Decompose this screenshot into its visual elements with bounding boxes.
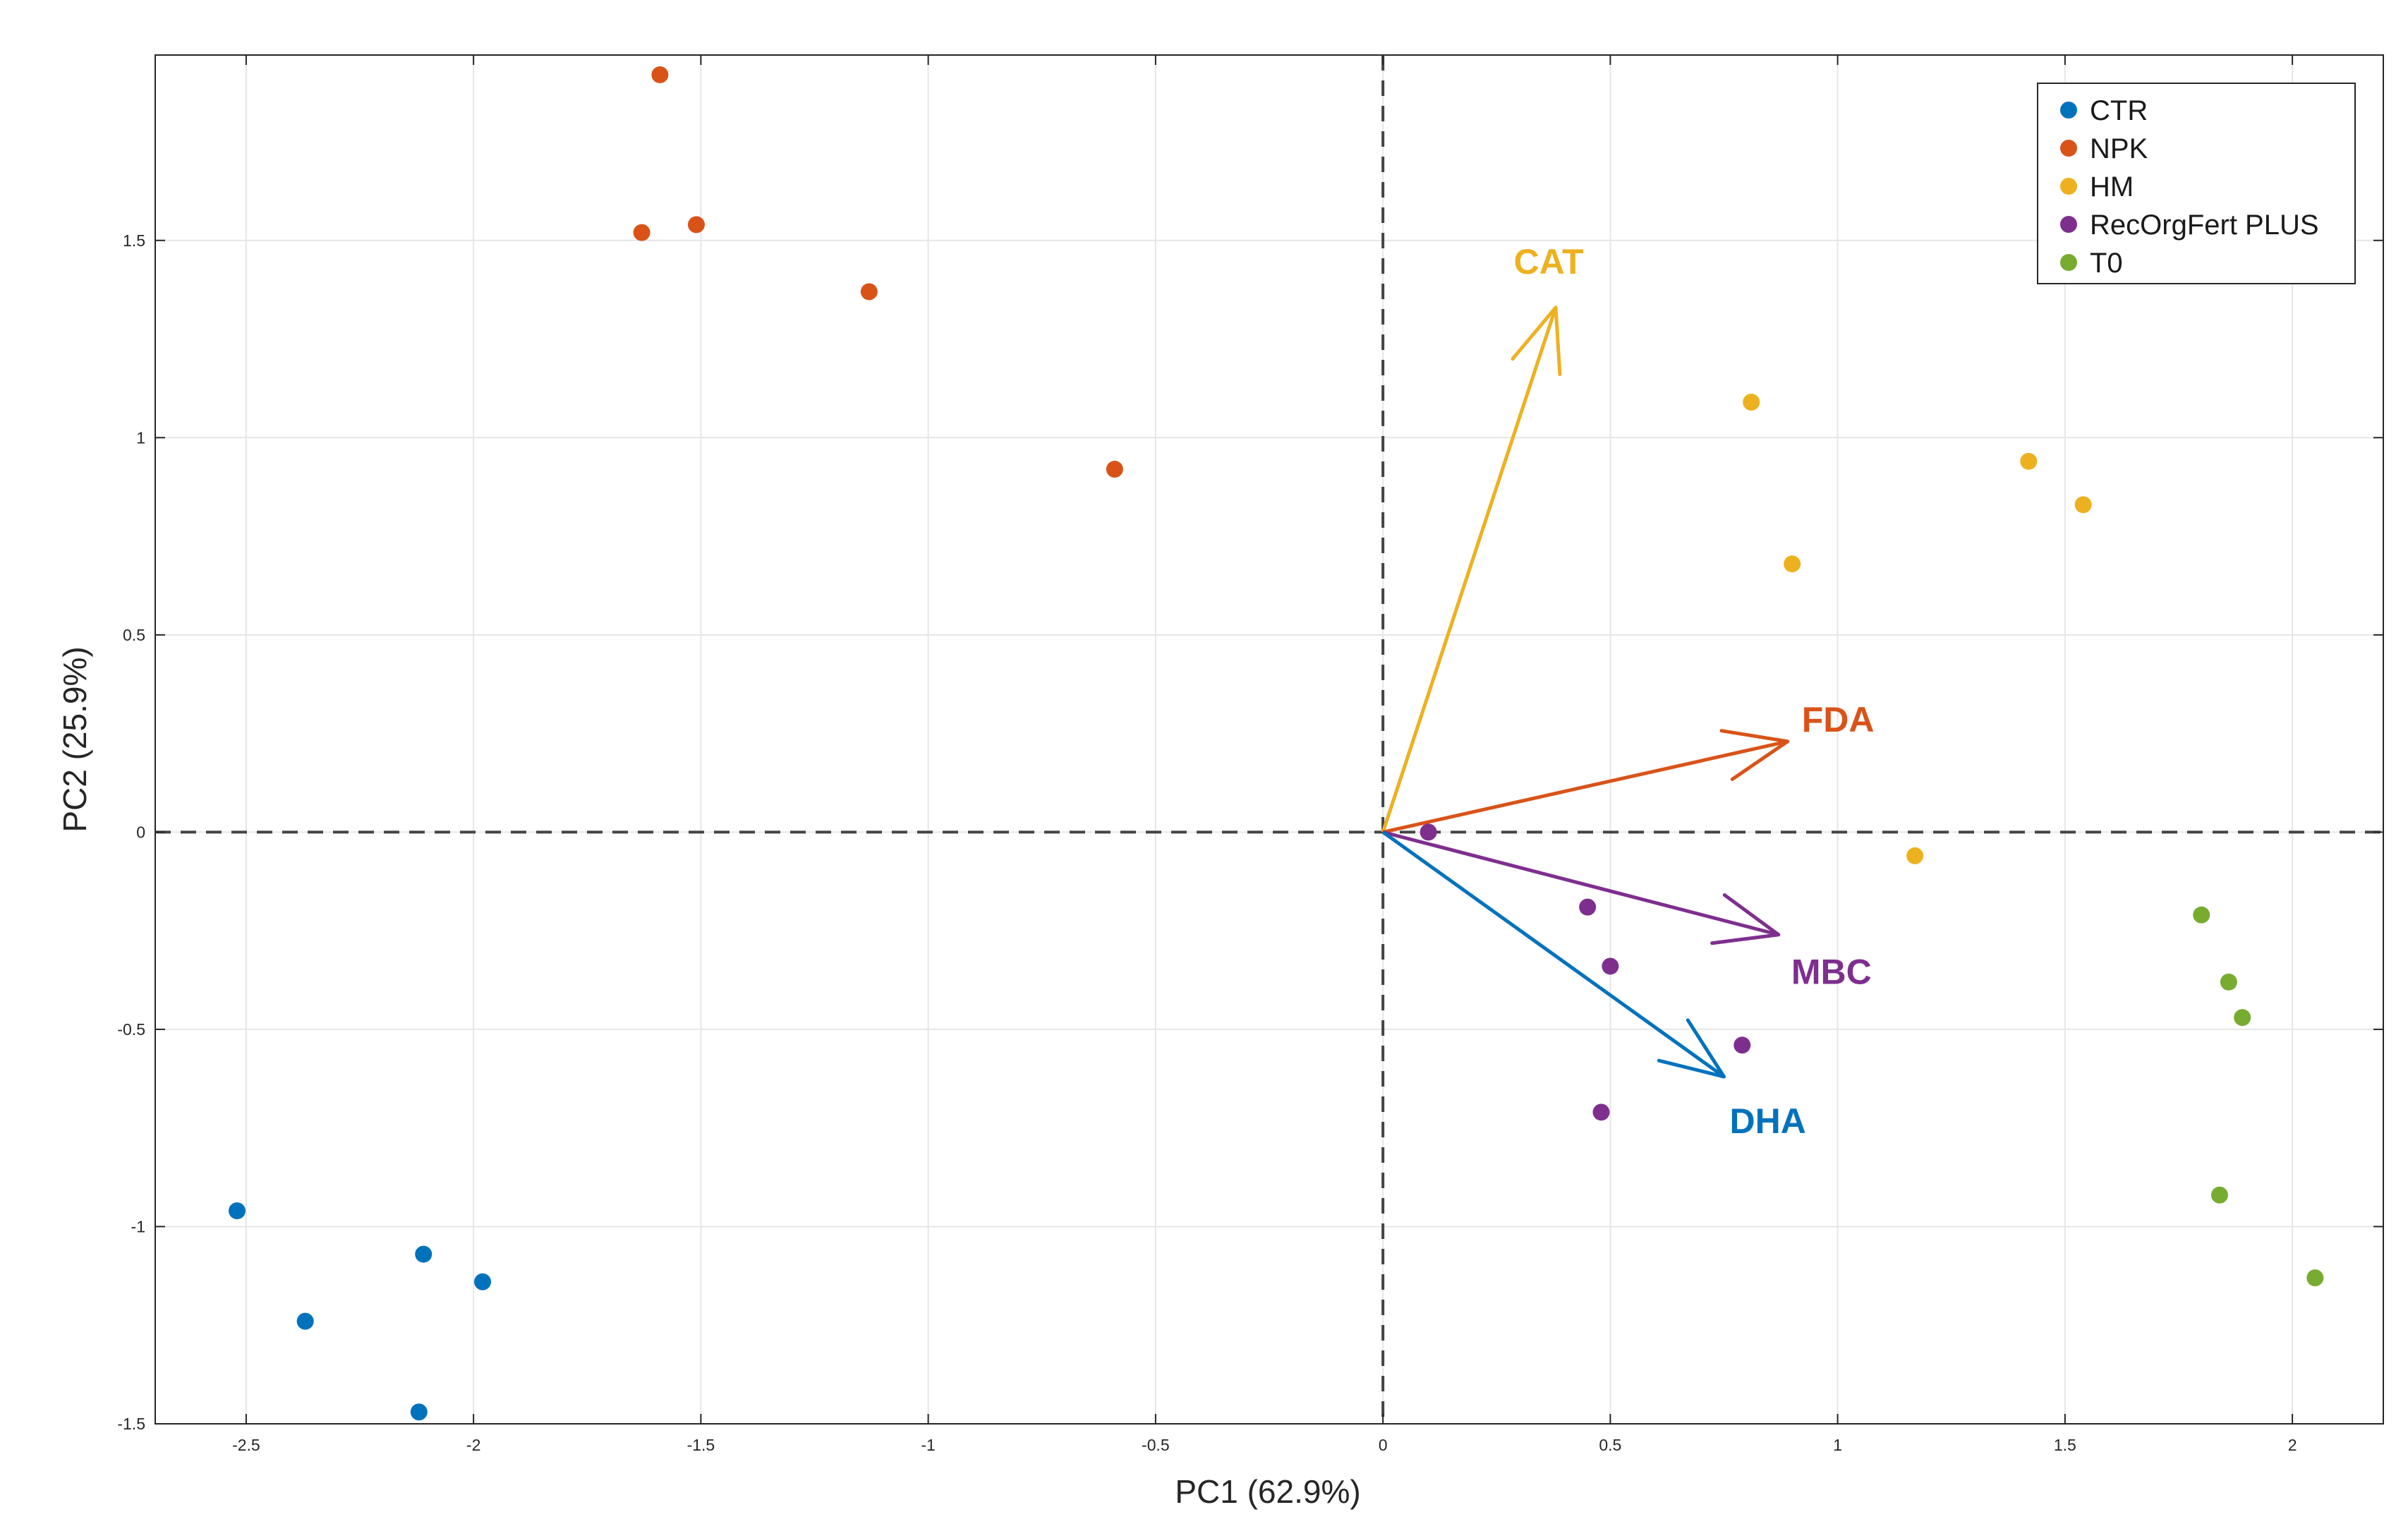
x-tick-label: 1 — [1833, 1436, 1842, 1454]
data-point-ctr — [415, 1245, 432, 1263]
loading-vector-dha: DHA — [1381, 830, 1806, 1141]
loading-vector-mbc: MBC — [1382, 830, 1872, 992]
data-point-hm — [1784, 555, 1801, 573]
loading-vectors: CAT FDA MBC DHA — [1381, 242, 1875, 1141]
x-tick-label: -2 — [466, 1436, 480, 1454]
legend-item-hm: HM — [2060, 171, 2134, 202]
data-point-t0 — [2306, 1269, 2324, 1287]
legend-label-npk: NPK — [2090, 133, 2148, 164]
legend-label-hm: HM — [2090, 171, 2134, 202]
y-tick-label: 1.5 — [123, 231, 145, 250]
data-point-hm — [2074, 496, 2092, 514]
legend-marker-hm — [2060, 178, 2077, 195]
data-point-ctr — [410, 1403, 428, 1421]
score-points — [229, 66, 2324, 1421]
data-point-npk — [1106, 461, 1123, 478]
y-tick-label: -0.5 — [117, 1020, 145, 1039]
x-tick-label: -1 — [921, 1436, 935, 1454]
data-point-recorgfert-plus — [1579, 898, 1597, 916]
series-npk — [633, 66, 1123, 478]
legend-item-npk: NPK — [2060, 133, 2148, 164]
data-point-npk — [860, 283, 878, 301]
loading-vector-fda: FDA — [1382, 700, 1875, 834]
data-point-t0 — [2210, 1186, 2228, 1204]
legend-marker-t0 — [2060, 254, 2077, 271]
x-tick-label: 0 — [1379, 1436, 1388, 1454]
legend-label-t0: T0 — [2090, 248, 2123, 279]
y-tick-label: 0.5 — [123, 626, 145, 644]
series-t0 — [2193, 906, 2324, 1287]
plot-frame — [155, 54, 2384, 1425]
loading-line-fda — [1382, 739, 1789, 834]
data-point-hm — [1743, 393, 1760, 411]
y-tick-label: 1 — [136, 428, 145, 447]
loading-line-dha — [1381, 830, 1725, 1079]
x-tick-label: -1.5 — [687, 1436, 715, 1454]
data-point-recorgfert-plus — [1420, 823, 1437, 841]
loading-arrowhead-dha — [1657, 1018, 1726, 1079]
data-point-t0 — [2234, 1009, 2251, 1027]
data-point-recorgfert-plus — [1592, 1103, 1610, 1121]
y-tick-label: 0 — [136, 823, 145, 841]
legend-box — [2037, 83, 2356, 284]
legend-item-recorgfert-plus: RecOrgFert PLUS — [2060, 210, 2319, 241]
axis-ticks: -2.5 -2 -1.5 -1 -0.5 0 0.5 1 1.5 2 -1.5 -1 -0.5 0 0.5 1… — [117, 55, 2383, 1454]
data-point-recorgfert-plus — [1602, 957, 1619, 975]
plot-area — [155, 55, 2383, 1424]
legend-item-ctr: CTR — [2060, 95, 2148, 126]
data-point-ctr — [296, 1312, 314, 1330]
legend-label-recorgfert-plus: RecOrgFert PLUS — [2090, 210, 2319, 241]
loading-line-cat — [1381, 307, 1558, 833]
loading-label-cat: CAT — [1513, 242, 1583, 282]
data-point-hm — [2020, 452, 2038, 470]
loading-vector-cat: CAT — [1381, 242, 1584, 833]
loading-label-mbc: MBC — [1791, 953, 1872, 992]
loading-arrowhead-mbc — [1710, 893, 1781, 945]
legend-marker-ctr — [2060, 102, 2077, 119]
data-point-npk — [687, 216, 705, 234]
data-point-npk — [633, 224, 651, 241]
x-tick-label: 0.5 — [1599, 1436, 1621, 1454]
legend-label-ctr: CTR — [2090, 95, 2148, 126]
x-axis-title: PC1 (62.9%) — [1175, 1473, 1360, 1510]
data-point-t0 — [2220, 973, 2237, 991]
x-tick-label: 2 — [2288, 1436, 2297, 1454]
series-recorgfert-plus — [1420, 823, 1751, 1121]
y-tick-label: -1.5 — [117, 1415, 145, 1433]
data-point-recorgfert-plus — [1734, 1036, 1751, 1054]
loading-arrowhead-fda — [1719, 729, 1790, 781]
y-tick-label: -1 — [131, 1217, 145, 1235]
data-point-npk — [651, 66, 669, 83]
series-hm — [1743, 393, 2092, 864]
data-point-ctr — [229, 1202, 246, 1220]
x-tick-label: -2.5 — [232, 1436, 260, 1454]
legend-marker-recorgfert-plus — [2060, 216, 2077, 233]
loading-line-mbc — [1382, 830, 1779, 937]
legend-marker-npk — [2060, 140, 2077, 157]
zero-reference-lines — [155, 55, 2383, 1424]
x-tick-label: 1.5 — [2054, 1436, 2076, 1454]
data-point-t0 — [2193, 906, 2210, 924]
legend-item-t0: T0 — [2060, 248, 2123, 279]
data-point-ctr — [474, 1273, 492, 1290]
data-point-hm — [1906, 847, 1924, 864]
loading-label-dha: DHA — [1729, 1101, 1805, 1141]
y-axis-title: PC2 (25.9%) — [56, 646, 93, 832]
legend: CTR NPK HM RecOrgFert PLUS T0 — [2037, 83, 2356, 284]
loading-label-fda: FDA — [1802, 700, 1875, 739]
series-ctr — [229, 1202, 492, 1421]
x-tick-label: -0.5 — [1142, 1436, 1170, 1454]
loading-arrowhead-cat — [1511, 306, 1562, 377]
